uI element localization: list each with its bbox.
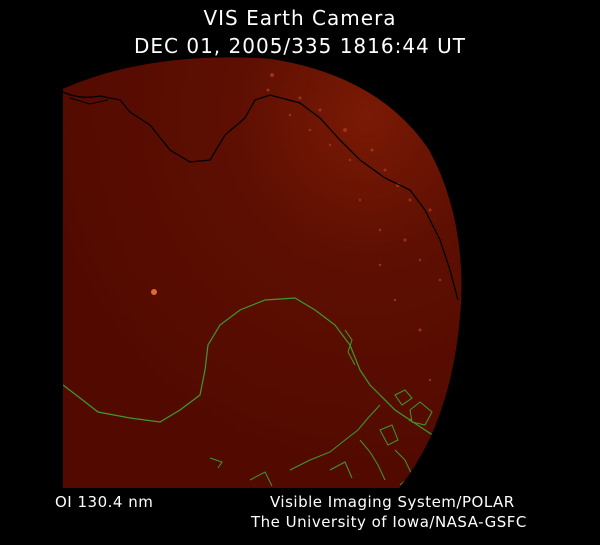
institution-credit: The University of Iowa/NASA-GSFC (251, 513, 527, 531)
aurora-spot (151, 289, 157, 295)
timestamp: DEC 01, 2005/335 1816:44 UT (134, 34, 466, 58)
coastline-north (63, 91, 459, 301)
instrument-credit: Visible Imaging System/POLAR (270, 493, 515, 511)
earth-limb (62, 55, 463, 489)
filter-wavelength: OI 130.4 nm (55, 493, 154, 511)
earth-disk (63, 56, 463, 488)
dayglow-speckles (266, 73, 442, 422)
camera-title: VIS Earth Camera (203, 6, 397, 30)
coastline-south (63, 297, 451, 441)
